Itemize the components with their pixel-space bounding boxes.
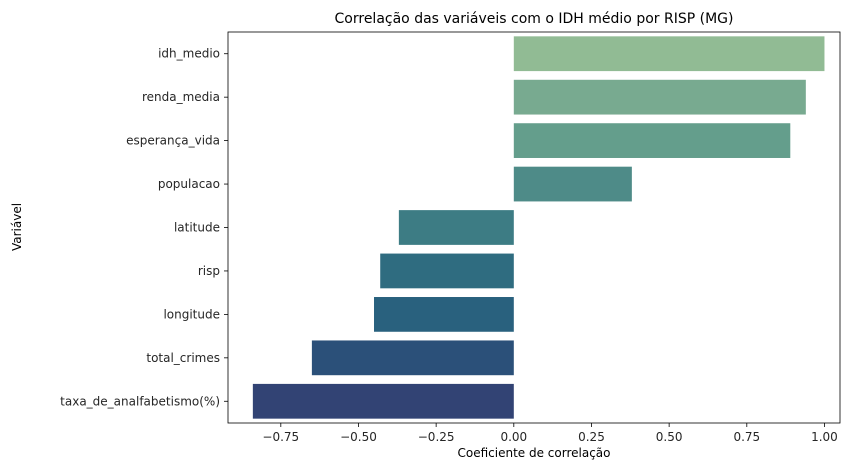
bars-group (252, 36, 825, 419)
y-tick-label: esperança_vida (126, 134, 220, 148)
x-tick-label: 1.00 (811, 430, 838, 444)
y-tick-label: latitude (174, 221, 220, 235)
x-tick-label: 0.25 (578, 430, 605, 444)
bar-renda_media (513, 79, 806, 115)
bar-risp (380, 253, 514, 289)
x-axis-title: Coeficiente de correlação (458, 446, 611, 460)
y-tick-label: longitude (163, 307, 220, 321)
y-axis-title: Variável (10, 203, 24, 251)
y-axis-ticks: idh_medio renda_media esperança_vidapopula… (60, 47, 228, 408)
bar-total_crimes (311, 340, 514, 376)
bar-taxa_de_analfabetismo(%) (252, 383, 514, 419)
x-tick-label: −0.75 (262, 430, 299, 444)
x-tick-label: 0.75 (733, 430, 760, 444)
y-tick-label: total_crimes (146, 351, 220, 365)
y-tick-label: idh_medio (158, 47, 220, 61)
x-axis-ticks: −0.75 −0.50 −0.25 0.00 0.25 0.50 0.75 1.00 (262, 423, 838, 444)
y-tick-label: populacao (158, 177, 220, 191)
y-tick-label: taxa_de_analfabetismo(%) (60, 394, 220, 408)
bar-idh_medio (513, 36, 825, 72)
bar-populacao (513, 166, 632, 202)
y-tick-label: risp (198, 264, 220, 278)
x-tick-label: −0.50 (340, 430, 377, 444)
x-tick-label: −0.25 (418, 430, 455, 444)
y-tick-label: renda_media (142, 90, 220, 104)
x-tick-label: 0.00 (500, 430, 527, 444)
plot-frame (227, 31, 841, 424)
x-tick-label: 0.50 (656, 430, 683, 444)
bar-latitude (398, 210, 514, 245)
chart-title: Correlação das variáveis com o IDH médio… (335, 11, 734, 27)
bar-esperança_vida (513, 123, 791, 158)
bar-longitude (374, 297, 514, 332)
